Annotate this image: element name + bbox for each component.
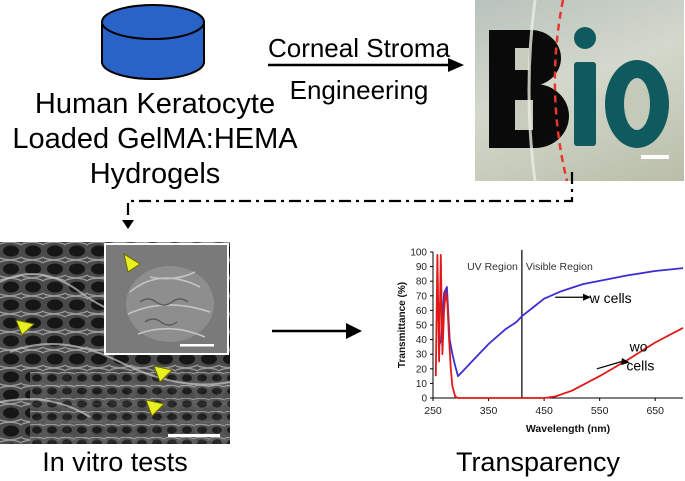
chart-series [434,254,684,399]
annotation-arrow-wo-cells [596,360,623,370]
invitro-label: In vitro tests [42,447,188,477]
source-label-line-2: Loaded GelMA:HEMA [12,123,298,155]
annotation-arrowhead-w-cells [583,293,591,301]
process-arrow [268,58,464,72]
cell-arrowhead-icon [145,399,165,417]
chart-ticks: 0 10 20 30 40 50 60 70 80 90 100 250 350 450 550 650 [410,248,664,418]
transmittance-chart: 0 10 20 30 40 50 60 70 80 90 100 250 350 450 550 650 UV… [397,248,684,435]
transparency-label: Transparency [455,447,621,477]
x-axis-label: Wavelength (nm) [526,423,610,435]
chart-text: UV Region Visible Region Wavelength (nm) Tr… [397,261,654,435]
y-tick-label: 30 [416,350,428,361]
x-tick-label: 350 [480,405,498,417]
annotation-w-cells: w cells [589,290,632,306]
bio-letters [489,0,669,181]
sem-image [0,242,230,444]
cell-arrowhead-icon [123,252,141,273]
cornea-photo [475,0,684,181]
cell-arrowhead-icon [153,365,173,383]
inset-scale-bar [180,344,214,347]
annotation-arrowhead-wo-cells [621,358,630,365]
sem-inset [104,243,229,355]
region-label-visible: Visible Region [526,261,593,273]
y-tick-label: 10 [416,379,428,390]
process-label-line-1: Corneal Stroma [267,33,451,63]
process-arrowhead [448,58,464,72]
connector-arrowhead [122,220,134,229]
hydrogel-edge [527,0,537,181]
middle-arrow [272,323,362,339]
series-line-wo-cells [434,254,684,399]
letter-o [605,60,669,148]
region-label-uv: UV Region [467,261,518,273]
process-label: Corneal Stroma Engineering [248,33,470,105]
y-axis-label: Transmittance (%) [397,282,408,368]
y-tick-label: 0 [421,394,427,405]
hydrogel-disc-icon [101,4,205,80]
source-label-line-3: Hydrogels [89,158,221,190]
x-tick-label: 250 [424,405,442,417]
x-tick-label: 550 [591,405,609,417]
x-tick-label: 450 [535,405,553,417]
y-tick-label: 20 [416,364,428,375]
dashdot-connector [122,172,574,229]
process-label-line-2: Engineering [289,75,429,105]
y-tick-label: 80 [416,277,428,288]
annotation-wo: wo [629,338,648,354]
y-tick-label: 90 [416,262,428,273]
middle-arrowhead [346,323,362,339]
sem-scale-bar [168,434,220,437]
red-dashed-cut [553,0,569,181]
y-tick-label: 60 [416,306,428,317]
x-tick-label: 650 [646,405,664,417]
annotation-cells: cells [626,357,654,373]
y-tick-label: 50 [416,321,428,332]
y-tick-label: 70 [416,291,428,302]
y-tick-label: 40 [416,335,428,346]
letter-i [574,27,596,146]
y-tick-label: 100 [410,248,427,259]
photo-scale-bar [641,155,669,159]
letter-b [489,30,569,148]
source-label: Human Keratocyte Loaded GelMA:HEMA Hydro… [0,87,310,192]
disc-top [101,4,205,40]
cell-arrowhead-icon [15,319,36,336]
source-label-line-1: Human Keratocyte [34,88,276,120]
